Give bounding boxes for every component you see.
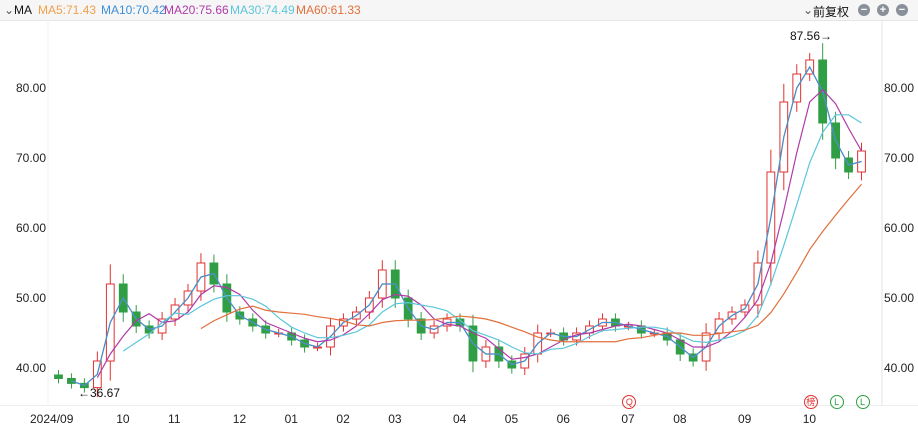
x-tick: 01	[284, 412, 298, 426]
event-marker[interactable]: L	[855, 395, 870, 409]
x-tick: 11	[168, 412, 181, 426]
indicator-select[interactable]: MA	[14, 3, 32, 17]
candle-body	[54, 374, 63, 379]
x-tick: 08	[673, 412, 687, 426]
ma-line	[71, 65, 862, 387]
y-tick-right: 40.00	[884, 361, 915, 375]
ma-line	[122, 114, 862, 355]
x-tick: 2024/09	[30, 412, 74, 426]
ma5-label: MA5:71.43	[38, 3, 97, 17]
x-tick: 06	[556, 412, 570, 426]
y-tick-left: 80.00	[16, 81, 47, 95]
event-marker[interactable]: L	[829, 395, 844, 409]
candle-body	[857, 150, 866, 173]
low-annotation: ←36.67	[78, 386, 121, 400]
ma-line	[71, 65, 862, 387]
ma20-label: MA20:75.66	[164, 3, 229, 17]
high-annotation: 87.56→	[790, 29, 833, 43]
x-axis	[0, 405, 918, 434]
minus-icon[interactable]: −	[858, 4, 870, 16]
ma60-label: MA60:61.33	[296, 3, 361, 17]
x-tick: 07	[621, 412, 635, 426]
y-tick-left: 70.00	[16, 151, 47, 165]
ma10-label: MA10:70.42	[101, 3, 166, 17]
event-marker[interactable]: Q	[622, 395, 637, 409]
y-tick-right: 50.00	[884, 291, 915, 305]
ma-line	[200, 183, 862, 343]
ma-line	[96, 88, 863, 378]
event-marker[interactable]: 榜	[803, 395, 818, 409]
x-tick: 09	[737, 412, 752, 426]
y-tick-right: 80.00	[884, 81, 915, 95]
chevron-down-icon: ⌄	[803, 3, 814, 17]
y-tick-left: 50.00	[16, 291, 47, 305]
y-tick-right: 70.00	[884, 151, 915, 165]
adjust-select[interactable]: 前复权	[813, 5, 850, 19]
x-tick: 10	[116, 412, 130, 426]
x-tick: 04	[453, 412, 467, 426]
indicator-bar: ⌄ MA MA5:71.43 MA10:70.42 MA20:75.66 MA3…	[0, 0, 918, 21]
x-tick: 05	[504, 412, 519, 426]
x-tick: 12	[232, 412, 247, 426]
minus-icon[interactable]: −	[896, 4, 908, 16]
chevron-down-icon[interactable]: ⌄	[4, 3, 15, 17]
x-tick: 02	[336, 412, 350, 426]
plus-icon[interactable]: +	[877, 4, 889, 16]
x-tick: 10	[802, 412, 817, 426]
y-tick-left: 60.00	[16, 221, 47, 235]
candle-body	[67, 378, 76, 384]
x-tick: 03	[388, 412, 402, 426]
y-tick-left: 40.00	[16, 361, 47, 375]
ma30-label: MA30:74.49	[230, 3, 295, 17]
y-tick-right: 60.00	[884, 221, 915, 235]
